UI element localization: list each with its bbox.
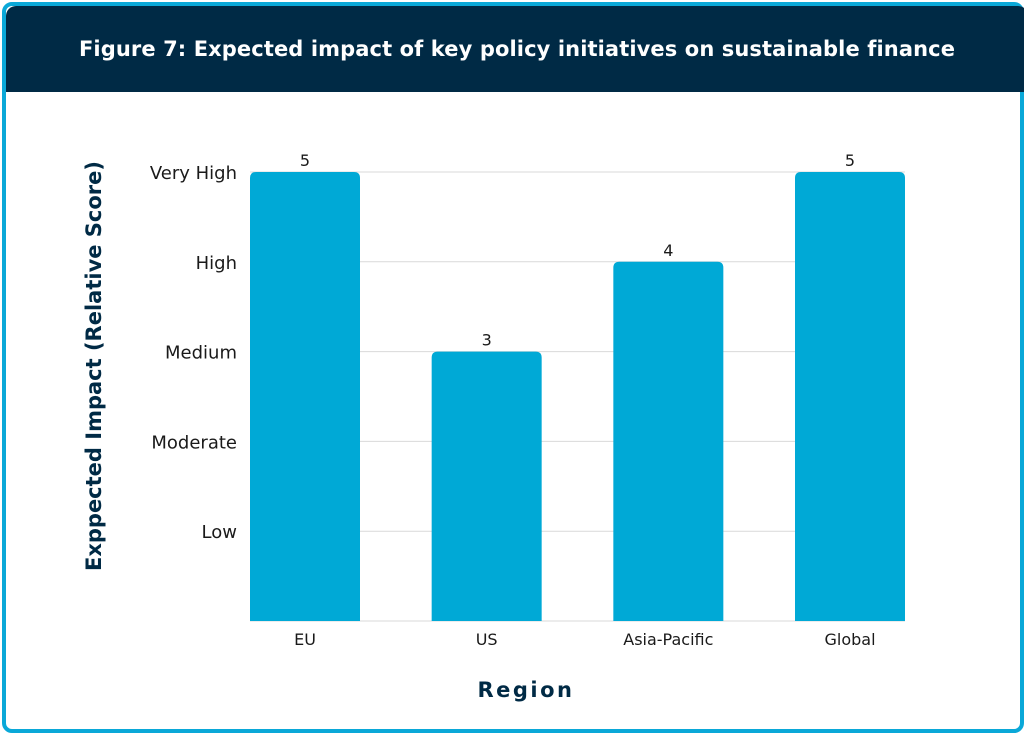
y-tick-label: Low xyxy=(202,522,237,543)
x-tick-label: US xyxy=(476,630,498,649)
labels: Low Moderate Medium High Very High 5 EU 3 US 4 Asi… xyxy=(150,151,876,649)
y-tick-label: Moderate xyxy=(151,432,237,453)
data-label: 4 xyxy=(663,241,673,260)
data-label: 5 xyxy=(845,151,855,170)
x-tick-label: EU xyxy=(294,630,316,649)
data-label: 5 xyxy=(300,151,310,170)
chart-title: Figure 7: Expected impact of key policy … xyxy=(78,37,956,61)
data-label: 3 xyxy=(482,331,492,350)
x-axis-title: Region xyxy=(477,678,574,702)
bar-eu xyxy=(250,172,360,621)
title-bar: Figure 7: Expected impact of key policy … xyxy=(6,6,1024,92)
y-axis-title: Exppected Impact (Relative Score) xyxy=(82,161,106,571)
x-tick-label: Global xyxy=(824,630,875,649)
y-tick-label: Very High xyxy=(150,163,237,184)
bar-us xyxy=(431,351,542,621)
y-tick-label: Medium xyxy=(165,343,237,364)
bar-global xyxy=(795,172,905,621)
bar-asia-pacific xyxy=(613,261,724,621)
bars xyxy=(250,172,905,621)
y-tick-label: High xyxy=(196,253,237,274)
x-tick-label: Asia-Pacific xyxy=(623,630,713,649)
